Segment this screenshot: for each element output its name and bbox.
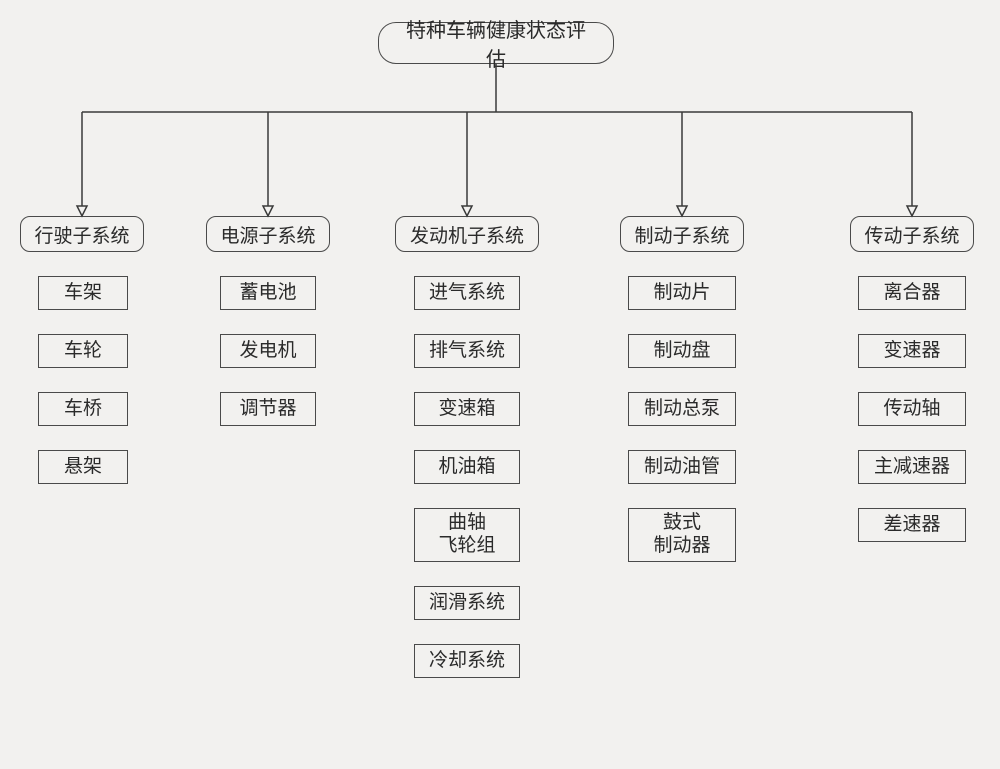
leaf-transmission-1: 变速器 [858,334,966,368]
leaf-driving-0: 车架 [38,276,128,310]
subsystem-power: 电源子系统 [206,216,330,252]
leaf-brake-2: 制动总泵 [628,392,736,426]
leaf-power-0: 蓄电池 [220,276,316,310]
leaf-transmission-2: 传动轴 [858,392,966,426]
leaf-driving-2: 车桥 [38,392,128,426]
leaf-power-2: 调节器 [220,392,316,426]
leaf-power-1: 发电机 [220,334,316,368]
leaf-engine-3: 机油箱 [414,450,520,484]
leaf-brake-3: 制动油管 [628,450,736,484]
leaf-engine-2: 变速箱 [414,392,520,426]
leaf-engine-6: 冷却系统 [414,644,520,678]
leaf-driving-1: 车轮 [38,334,128,368]
leaf-transmission-4: 差速器 [858,508,966,542]
subsystem-engine: 发动机子系统 [395,216,539,252]
leaf-engine-4: 曲轴 飞轮组 [414,508,520,562]
subsystem-transmission: 传动子系统 [850,216,974,252]
leaf-transmission-0: 离合器 [858,276,966,310]
subsystem-brake: 制动子系统 [620,216,744,252]
leaf-engine-5: 润滑系统 [414,586,520,620]
leaf-brake-0: 制动片 [628,276,736,310]
root-node: 特种车辆健康状态评估 [378,22,614,64]
leaf-engine-1: 排气系统 [414,334,520,368]
leaf-driving-3: 悬架 [38,450,128,484]
subsystem-driving: 行驶子系统 [20,216,144,252]
leaf-transmission-3: 主减速器 [858,450,966,484]
leaf-engine-0: 进气系统 [414,276,520,310]
leaf-brake-4: 鼓式 制动器 [628,508,736,562]
leaf-brake-1: 制动盘 [628,334,736,368]
